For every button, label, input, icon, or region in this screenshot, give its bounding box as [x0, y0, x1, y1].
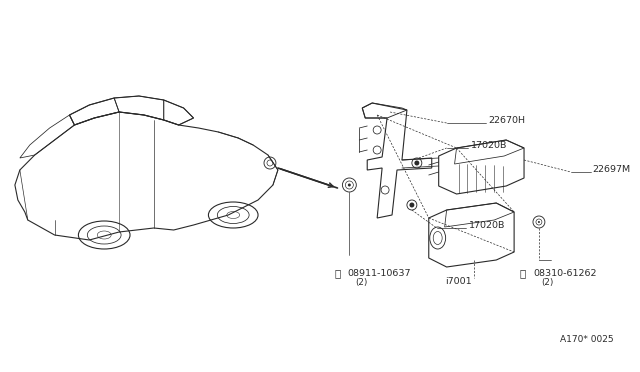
Text: 08911-10637: 08911-10637 [348, 269, 411, 278]
Circle shape [348, 183, 351, 186]
Text: 22670H: 22670H [488, 115, 525, 125]
Text: (2): (2) [355, 279, 368, 288]
Text: (2): (2) [541, 279, 554, 288]
Text: 08310-61262: 08310-61262 [533, 269, 596, 278]
Circle shape [414, 160, 419, 166]
Text: 22697M: 22697M [593, 164, 630, 173]
Text: Ⓝ: Ⓝ [334, 268, 340, 278]
Text: Ⓢ: Ⓢ [520, 268, 526, 278]
Text: i7001: i7001 [445, 278, 472, 286]
Circle shape [410, 202, 414, 208]
Text: 17020B: 17020B [468, 221, 505, 230]
Text: A170* 0025: A170* 0025 [560, 336, 613, 344]
Text: 17020B: 17020B [470, 141, 507, 150]
Circle shape [538, 221, 540, 223]
